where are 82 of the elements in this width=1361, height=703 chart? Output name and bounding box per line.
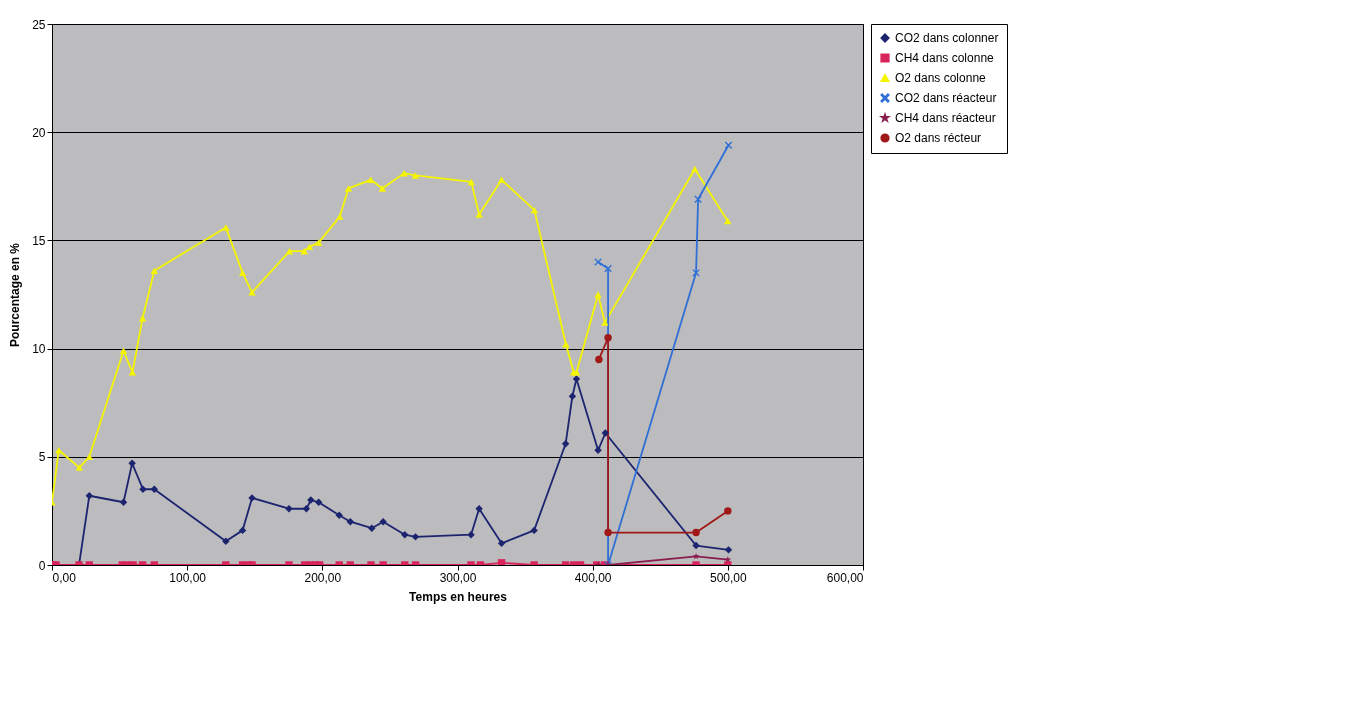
point — [222, 224, 230, 231]
point — [378, 185, 387, 192]
point — [336, 213, 344, 220]
point — [497, 176, 506, 184]
point — [594, 446, 602, 455]
point — [568, 392, 577, 400]
point — [724, 141, 733, 149]
x-tick-label: 600,00 — [826, 570, 864, 585]
point — [724, 507, 732, 515]
point — [128, 369, 137, 376]
point — [601, 429, 610, 437]
point — [723, 217, 732, 225]
point — [55, 447, 63, 454]
x-tick-label: 300,00 — [439, 570, 477, 585]
y-tick-label: 15 — [32, 233, 46, 248]
y-axis-title: Pourcentage en % — [8, 242, 23, 348]
point — [594, 291, 602, 298]
point — [302, 505, 311, 513]
legend-label: O2 dans récteur — [895, 131, 982, 145]
x-tick-label: 200,00 — [304, 570, 342, 585]
point — [475, 505, 483, 513]
point — [238, 269, 247, 277]
point — [475, 211, 483, 218]
point — [604, 528, 612, 537]
point — [314, 498, 323, 506]
point — [694, 195, 702, 203]
legend-label: CH4 dans réacteur — [895, 111, 996, 125]
point — [724, 555, 732, 563]
point — [344, 185, 353, 192]
point — [222, 537, 230, 545]
x-tick-label: 400,00 — [574, 570, 612, 585]
point — [530, 206, 539, 214]
point — [467, 531, 475, 539]
point — [497, 539, 506, 548]
point — [400, 170, 408, 177]
point — [411, 172, 420, 179]
point — [604, 264, 612, 273]
point — [346, 518, 355, 526]
point — [150, 267, 159, 274]
point — [691, 165, 699, 173]
point — [314, 239, 323, 246]
point — [530, 526, 538, 535]
point — [335, 511, 343, 519]
point — [119, 498, 128, 506]
y-tick-label: 25 — [32, 17, 46, 32]
point — [248, 289, 256, 296]
point — [692, 552, 700, 560]
point — [604, 334, 612, 342]
point — [561, 440, 570, 448]
x-tick-label: 100,00 — [169, 570, 207, 585]
point — [119, 347, 128, 354]
point — [305, 243, 314, 251]
point — [138, 315, 147, 322]
y-tick-label: 20 — [32, 125, 46, 140]
point — [85, 453, 94, 461]
legend-label: CH4 dans colonne — [895, 51, 995, 65]
point — [379, 518, 387, 526]
legend-label: CO2 dans colonner — [895, 31, 999, 45]
x-tick-label: 500,00 — [709, 570, 748, 585]
point — [75, 464, 84, 471]
point — [367, 176, 375, 184]
point — [724, 546, 733, 554]
y-tick-label: 0 — [38, 558, 46, 573]
x-tick-label: 0,00 — [52, 570, 77, 585]
y-tick-label: 5 — [38, 450, 46, 465]
point — [85, 492, 94, 500]
x-axis-title: Temps en heures — [409, 589, 508, 604]
legend-label: CO2 dans réacteur — [895, 91, 997, 105]
point — [368, 524, 376, 532]
point — [692, 269, 700, 277]
point — [285, 505, 293, 513]
point — [238, 526, 247, 535]
point — [411, 533, 420, 541]
point — [692, 541, 700, 550]
point — [150, 485, 159, 493]
point — [467, 178, 475, 186]
point — [401, 531, 409, 539]
point — [692, 528, 700, 537]
legend-label: O2 dans colonne — [895, 71, 987, 85]
point — [128, 459, 136, 467]
y-tick-label: 10 — [32, 342, 46, 357]
point — [595, 355, 603, 364]
